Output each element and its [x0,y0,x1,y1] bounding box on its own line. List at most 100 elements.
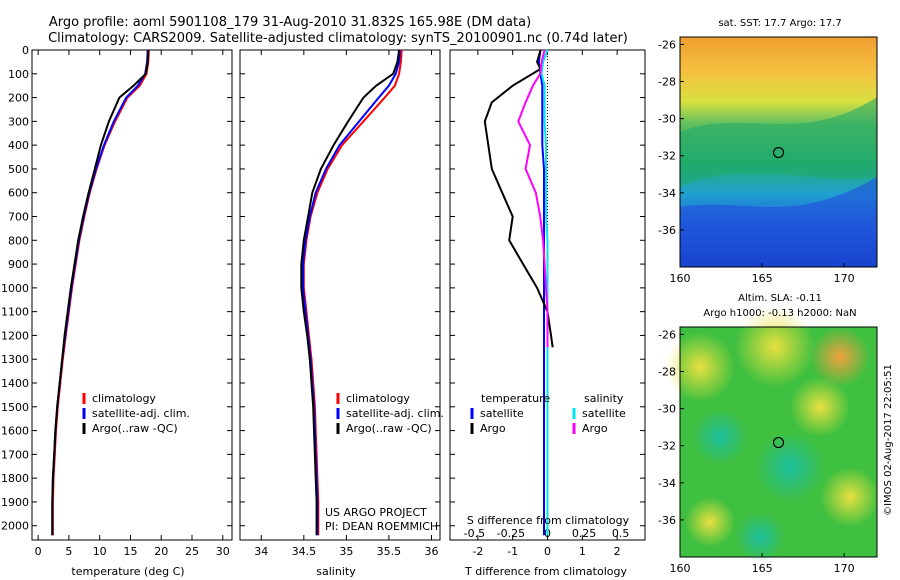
y-tick-label: -26 [658,38,676,51]
temperature-panel: 0 5 10 15 20 25 300100200300400500600700800900… [1,44,233,558]
x-tick-label: 15 [123,545,137,558]
x-tick-label: 160 [670,562,691,575]
y-tick-label: 500 [8,163,29,176]
sla-anomaly-blob [735,512,785,562]
legend-label: satellite [480,407,524,420]
y-tick-label: 600 [8,187,29,200]
y-tick-label: 900 [8,258,29,271]
figure-title-line2: Climatology: CARS2009. Satellite-adjuste… [48,31,628,46]
sla-anomaly-blob [665,332,735,402]
sla-anomaly-blob [810,327,870,387]
y-tick-label: -34 [658,477,676,490]
y-tick-label: 400 [8,139,29,152]
x-tick-label: 165 [752,272,773,285]
imos-credit: ©IMOS 02-Aug-2017 22:05:51 [883,364,894,516]
x-tick-label: -1 [507,545,518,558]
figure-title-line1: Argo profile: aoml 5901108_179 31-Aug-20… [49,15,531,30]
series-line-salinity-argo [517,49,549,348]
legend-label: satellite-adj. clim. [346,407,444,420]
x-tick-label: 1 [579,545,586,558]
x2-tick-label: -0.5 [464,527,485,540]
legend-label: climatology [92,392,156,405]
y-tick-label: -30 [658,403,676,416]
sla-map-title-line1: Altim. SLA: -0.11 [738,293,822,304]
sst-map-panel: 160 165 170 -26 -28 -30 -32 -34 -36 [658,36,878,285]
y-tick-label: 1500 [1,401,29,414]
x-tick-label: 36 [424,545,438,558]
y-tick-label: 2000 [1,520,29,533]
x-tick-label: 25 [185,545,199,558]
series-line-temperature-argo [483,49,554,348]
legend-label: satellite [582,407,626,420]
legend-label: Argo [582,422,608,435]
y-tick-label: -32 [658,440,676,453]
x-tick-label: 170 [834,272,855,285]
y-tick-label: 1900 [1,496,29,509]
salinity-panel: 34 34.5 35 35.5 36 climatology satellite-adj. … [239,49,444,558]
legend-label: Argo(..raw -QC) [346,422,432,435]
x-tick-label: 165 [752,562,773,575]
y-tick-label: 1400 [1,377,29,390]
y-tick-label: 1100 [1,306,29,319]
argo-position-marker [772,436,785,449]
y-tick-label: -34 [658,187,676,200]
sla-anomaly-blob [692,409,748,465]
y-tick-label: 200 [8,92,29,105]
sla-anomaly-blob [790,377,850,437]
sla-map-title-line2: Argo h1000: -0.13 h2000: NaN [703,308,856,319]
sla-map-panel: 160 165 170 -26 -28 -30 -32 -34 -36 [658,307,880,575]
sst-warm-band [680,97,877,187]
legend-label: Argo [480,422,506,435]
legend-label: temperature [481,392,550,405]
sst-cool-band [680,177,877,267]
project-annotation: US ARGO PROJECT [325,506,427,519]
x-tick-label: 35.5 [377,545,402,558]
x2-tick-label: 0.25 [572,527,597,540]
y-tick-label: -28 [658,366,676,379]
y-tick-label: 1000 [1,282,29,295]
y-tick-label: 700 [8,211,29,224]
x-tick-label: 30 [216,545,230,558]
map-frame [679,36,878,268]
y-tick-label: -26 [658,328,676,341]
x-tick-label: 2 [614,545,621,558]
x-tick-label: -2 [472,545,483,558]
sla-anomaly-blob [735,307,815,387]
legend-label: Argo(..raw -QC) [92,422,178,435]
x-tick-label: 34 [254,545,268,558]
x-tick-label: 34.5 [292,545,317,558]
argo-position-marker [772,146,785,159]
plot-frame [239,49,441,541]
plot-frame [31,49,233,541]
x2-tick-label: -0.25 [497,527,525,540]
y-tick-label: 300 [8,115,29,128]
difference-panel: -2-1012-0.5-0.2500.250.5temperaturesatel… [449,49,646,558]
x-tick-label: 160 [670,272,691,285]
x-tick-label: 20 [154,545,168,558]
t-difference-x-label: T difference from climatology [464,565,627,578]
x-tick-label: 0 [544,545,551,558]
y-tick-label: 100 [8,68,29,81]
sla-anomaly-blob [685,497,735,547]
y-tick-label: -30 [658,113,676,126]
y-tick-label: 0 [22,44,29,57]
y-tick-label: -32 [658,150,676,163]
x-tick-label: 10 [93,545,107,558]
sst-map-title: sat. SST: 17.7 Argo: 17.7 [718,18,841,29]
x-tick-label: 35 [339,545,353,558]
series-line-argo-raw-qc- [51,49,150,536]
series-line-salinity-satellite [540,49,549,536]
y-tick-label: -36 [658,514,676,527]
legend-label: satellite-adj. clim. [92,407,190,420]
x-tick-label: 5 [65,545,72,558]
series-line-argo-raw-qc- [300,49,401,536]
map-frame [679,326,878,558]
s-difference-x-label: S difference from climatology [467,514,630,527]
legend-label: climatology [346,392,410,405]
y-tick-label: 1800 [1,472,29,485]
y-tick-label: 1700 [1,448,29,461]
sla-anomaly-blob [755,432,825,502]
y-tick-label: 1600 [1,425,29,438]
x-tick-label: 0 [35,545,42,558]
